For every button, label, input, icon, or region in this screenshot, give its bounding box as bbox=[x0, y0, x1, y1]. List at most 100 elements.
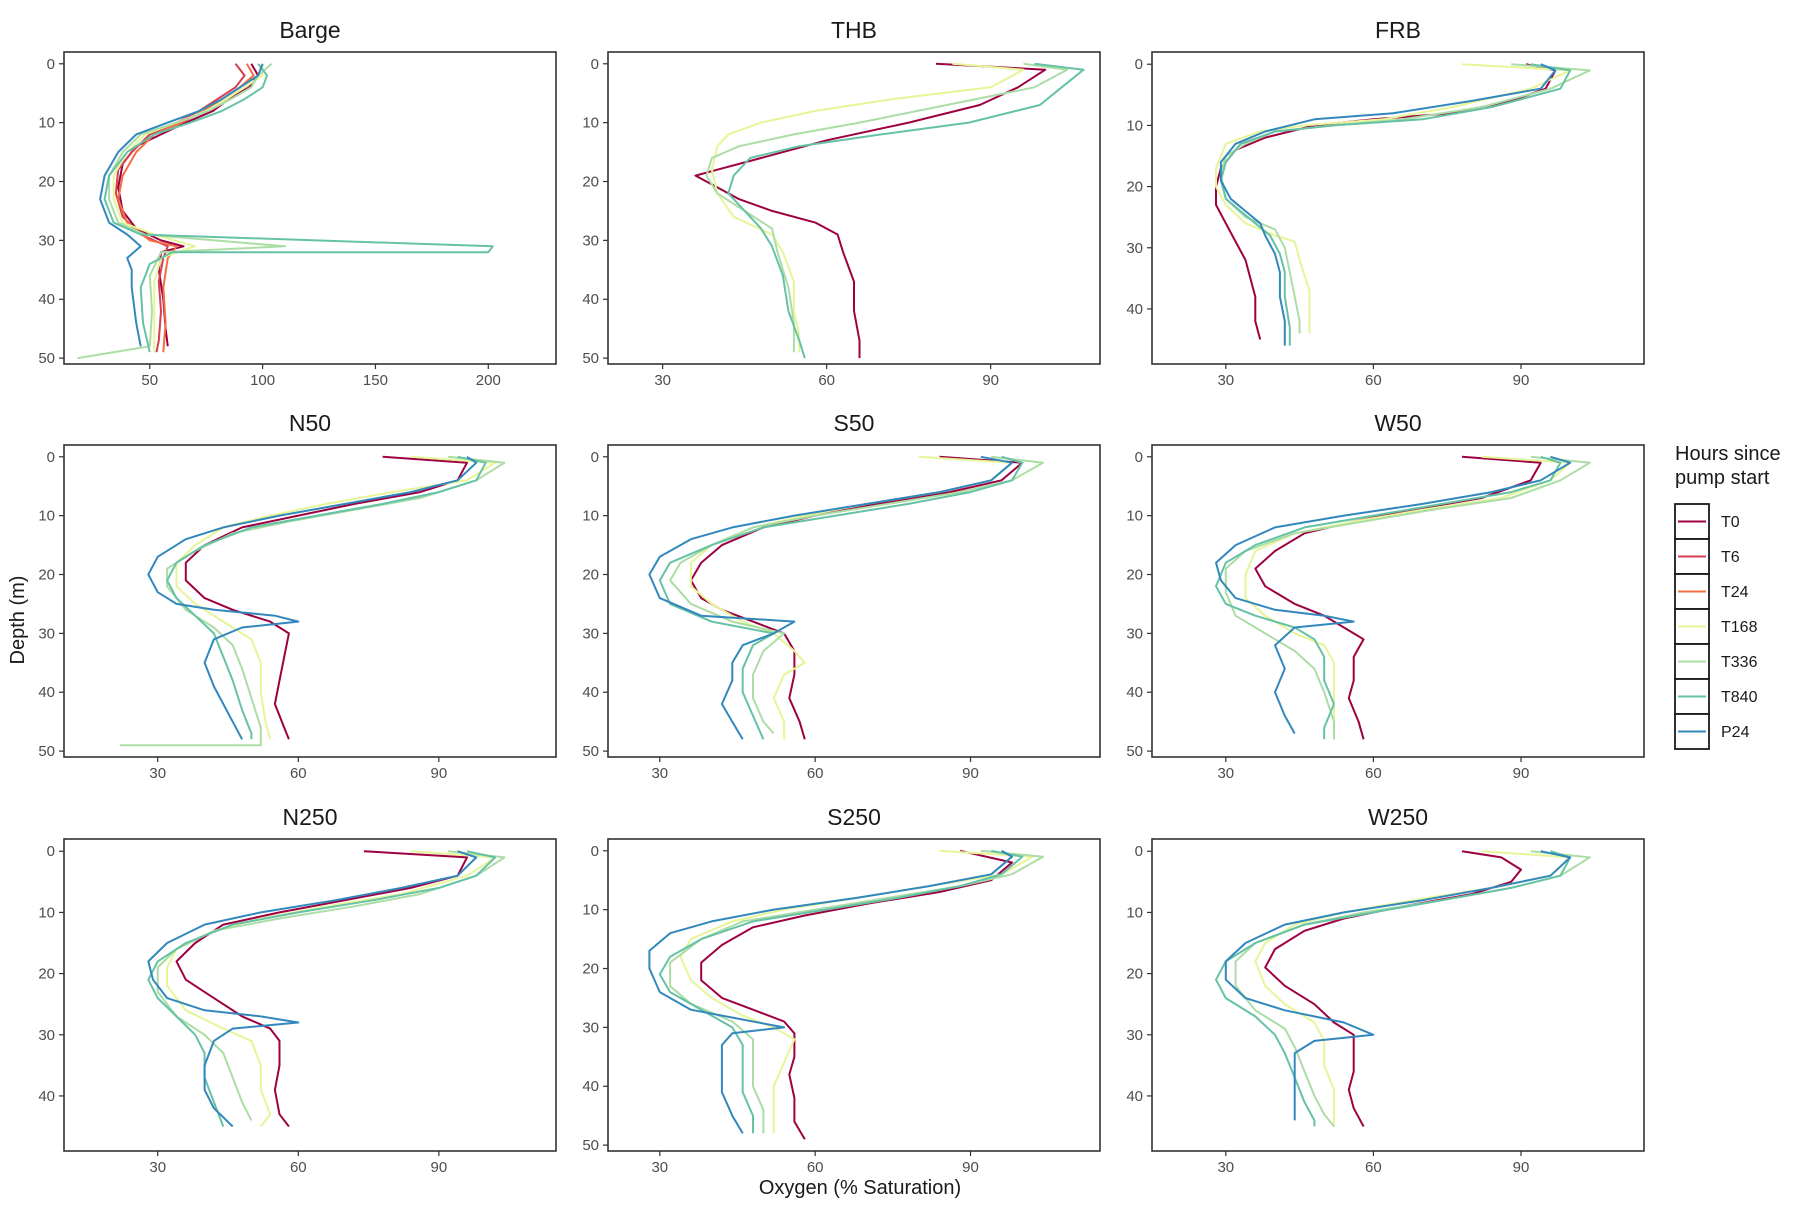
series-line-t168 bbox=[166, 850, 497, 1128]
panel-frame bbox=[63, 51, 557, 365]
series-line-t0 bbox=[117, 63, 260, 347]
y-tick-label: 10 bbox=[582, 115, 599, 132]
series-line-t840 bbox=[1215, 850, 1572, 1127]
x-tick-label: 90 bbox=[962, 1159, 979, 1176]
series-line-p24 bbox=[147, 850, 478, 1128]
series-line-t168 bbox=[710, 62, 1025, 353]
y-tick-label: 10 bbox=[1126, 508, 1143, 525]
y-tick-label: 0 bbox=[591, 843, 599, 860]
legend-title: Hours since bbox=[1675, 443, 1781, 465]
y-tick-label: 10 bbox=[1126, 117, 1143, 134]
x-tick-label: 90 bbox=[431, 1159, 448, 1176]
x-tick-label: 30 bbox=[1217, 372, 1234, 389]
panel-series-group bbox=[1215, 455, 1591, 740]
y-tick-label: 50 bbox=[1126, 743, 1143, 760]
y-tick-label: 0 bbox=[1135, 843, 1143, 860]
panel-n50: N50 30 60 90 0 10 20 30 40 50 bbox=[38, 410, 557, 782]
y-tick-label: 10 bbox=[38, 508, 55, 525]
y-tick-label: 20 bbox=[1126, 966, 1143, 983]
y-tick-label: 30 bbox=[582, 625, 599, 642]
y-tick-label: 30 bbox=[38, 1027, 55, 1044]
series-line-p24 bbox=[99, 63, 264, 347]
series-line-t0 bbox=[184, 455, 468, 740]
panel-n250: N250 30 60 90 0 10 20 30 40 bbox=[38, 804, 557, 1176]
panel-title: N250 bbox=[283, 804, 338, 830]
y-tick-label: 50 bbox=[582, 1137, 599, 1154]
panel-series-group bbox=[1215, 63, 1591, 346]
legend-label: T6 bbox=[1721, 549, 1740, 566]
x-tick-label: 90 bbox=[1513, 372, 1530, 389]
y-tick-label: 0 bbox=[47, 56, 55, 73]
y-tick-label: 20 bbox=[38, 966, 55, 983]
y-tick-label: 30 bbox=[38, 232, 55, 249]
x-tick-label: 30 bbox=[149, 1159, 166, 1176]
legend-label: T0 bbox=[1721, 514, 1740, 531]
x-tick-label: 90 bbox=[1513, 765, 1530, 782]
panel-s250: S250 30 60 90 0 10 20 30 40 50 bbox=[582, 804, 1101, 1176]
x-tick-label: 60 bbox=[1365, 1159, 1382, 1176]
panel-series-group bbox=[147, 850, 506, 1128]
series-line-t840 bbox=[658, 849, 1024, 1134]
panel-series-group bbox=[694, 62, 1085, 359]
y-tick-label: 40 bbox=[582, 684, 599, 701]
series-line-p24 bbox=[1219, 63, 1557, 346]
series-line-t168 bbox=[1215, 63, 1572, 334]
y-tick-label: 0 bbox=[1135, 56, 1143, 73]
series-line-t0 bbox=[700, 849, 1013, 1140]
series-line-t0 bbox=[689, 455, 1024, 740]
series-line-t840 bbox=[1219, 63, 1572, 346]
x-tick-label: 60 bbox=[290, 765, 307, 782]
series-line-p24 bbox=[1224, 850, 1572, 1121]
x-tick-label: 30 bbox=[651, 1159, 668, 1176]
y-tick-label: 20 bbox=[38, 567, 55, 584]
series-line-t0 bbox=[175, 850, 468, 1128]
x-tick-label: 90 bbox=[431, 765, 448, 782]
series-line-p24 bbox=[648, 849, 1013, 1134]
y-tick-label: 20 bbox=[1126, 179, 1143, 196]
x-tick-label: 30 bbox=[1217, 765, 1234, 782]
y-tick-label: 30 bbox=[1126, 240, 1143, 257]
panel-series-group bbox=[648, 455, 1044, 740]
y-tick-label: 10 bbox=[582, 902, 599, 919]
x-tick-label: 60 bbox=[818, 372, 835, 389]
y-tick-label: 50 bbox=[38, 743, 55, 760]
series-line-t168 bbox=[689, 455, 1013, 740]
x-tick-label: 30 bbox=[149, 765, 166, 782]
y-tick-label: 10 bbox=[38, 115, 55, 132]
y-tick-label: 20 bbox=[582, 174, 599, 191]
y-axis-title: Depth (m) bbox=[7, 576, 29, 665]
y-tick-label: 40 bbox=[582, 1078, 599, 1095]
y-tick-label: 20 bbox=[582, 567, 599, 584]
y-tick-label: 30 bbox=[38, 625, 55, 642]
panel-title: THB bbox=[831, 17, 877, 43]
series-line-t0 bbox=[694, 62, 1047, 359]
y-tick-label: 10 bbox=[38, 904, 55, 921]
x-tick-label: 50 bbox=[141, 372, 158, 389]
series-line-t840 bbox=[103, 63, 494, 353]
series-line-t336 bbox=[77, 63, 287, 360]
panel-w50: W50 30 60 90 0 10 20 30 40 50 bbox=[1126, 410, 1645, 782]
series-line-t6 bbox=[114, 63, 246, 353]
series-line-t168 bbox=[1244, 455, 1572, 740]
x-tick-label: 60 bbox=[807, 765, 824, 782]
series-line-t840 bbox=[658, 455, 1024, 740]
x-tick-label: 60 bbox=[807, 1159, 824, 1176]
y-tick-label: 20 bbox=[38, 174, 55, 191]
panel-frame bbox=[1151, 444, 1645, 758]
panel-frame bbox=[607, 838, 1101, 1152]
series-line-t336 bbox=[156, 850, 506, 1121]
y-tick-label: 50 bbox=[38, 350, 55, 367]
panel-title: Barge bbox=[279, 17, 340, 43]
series-line-t336 bbox=[669, 849, 1044, 1134]
y-tick-label: 50 bbox=[582, 350, 599, 367]
series-line-t336 bbox=[705, 62, 1069, 353]
series-line-t168 bbox=[112, 63, 264, 353]
series-line-t336 bbox=[120, 455, 506, 747]
y-tick-label: 30 bbox=[1126, 1027, 1143, 1044]
y-tick-label: 20 bbox=[582, 961, 599, 978]
series-line-t168 bbox=[1254, 850, 1572, 1127]
panel-title: N50 bbox=[289, 410, 331, 436]
legend-label: T24 bbox=[1721, 584, 1749, 601]
